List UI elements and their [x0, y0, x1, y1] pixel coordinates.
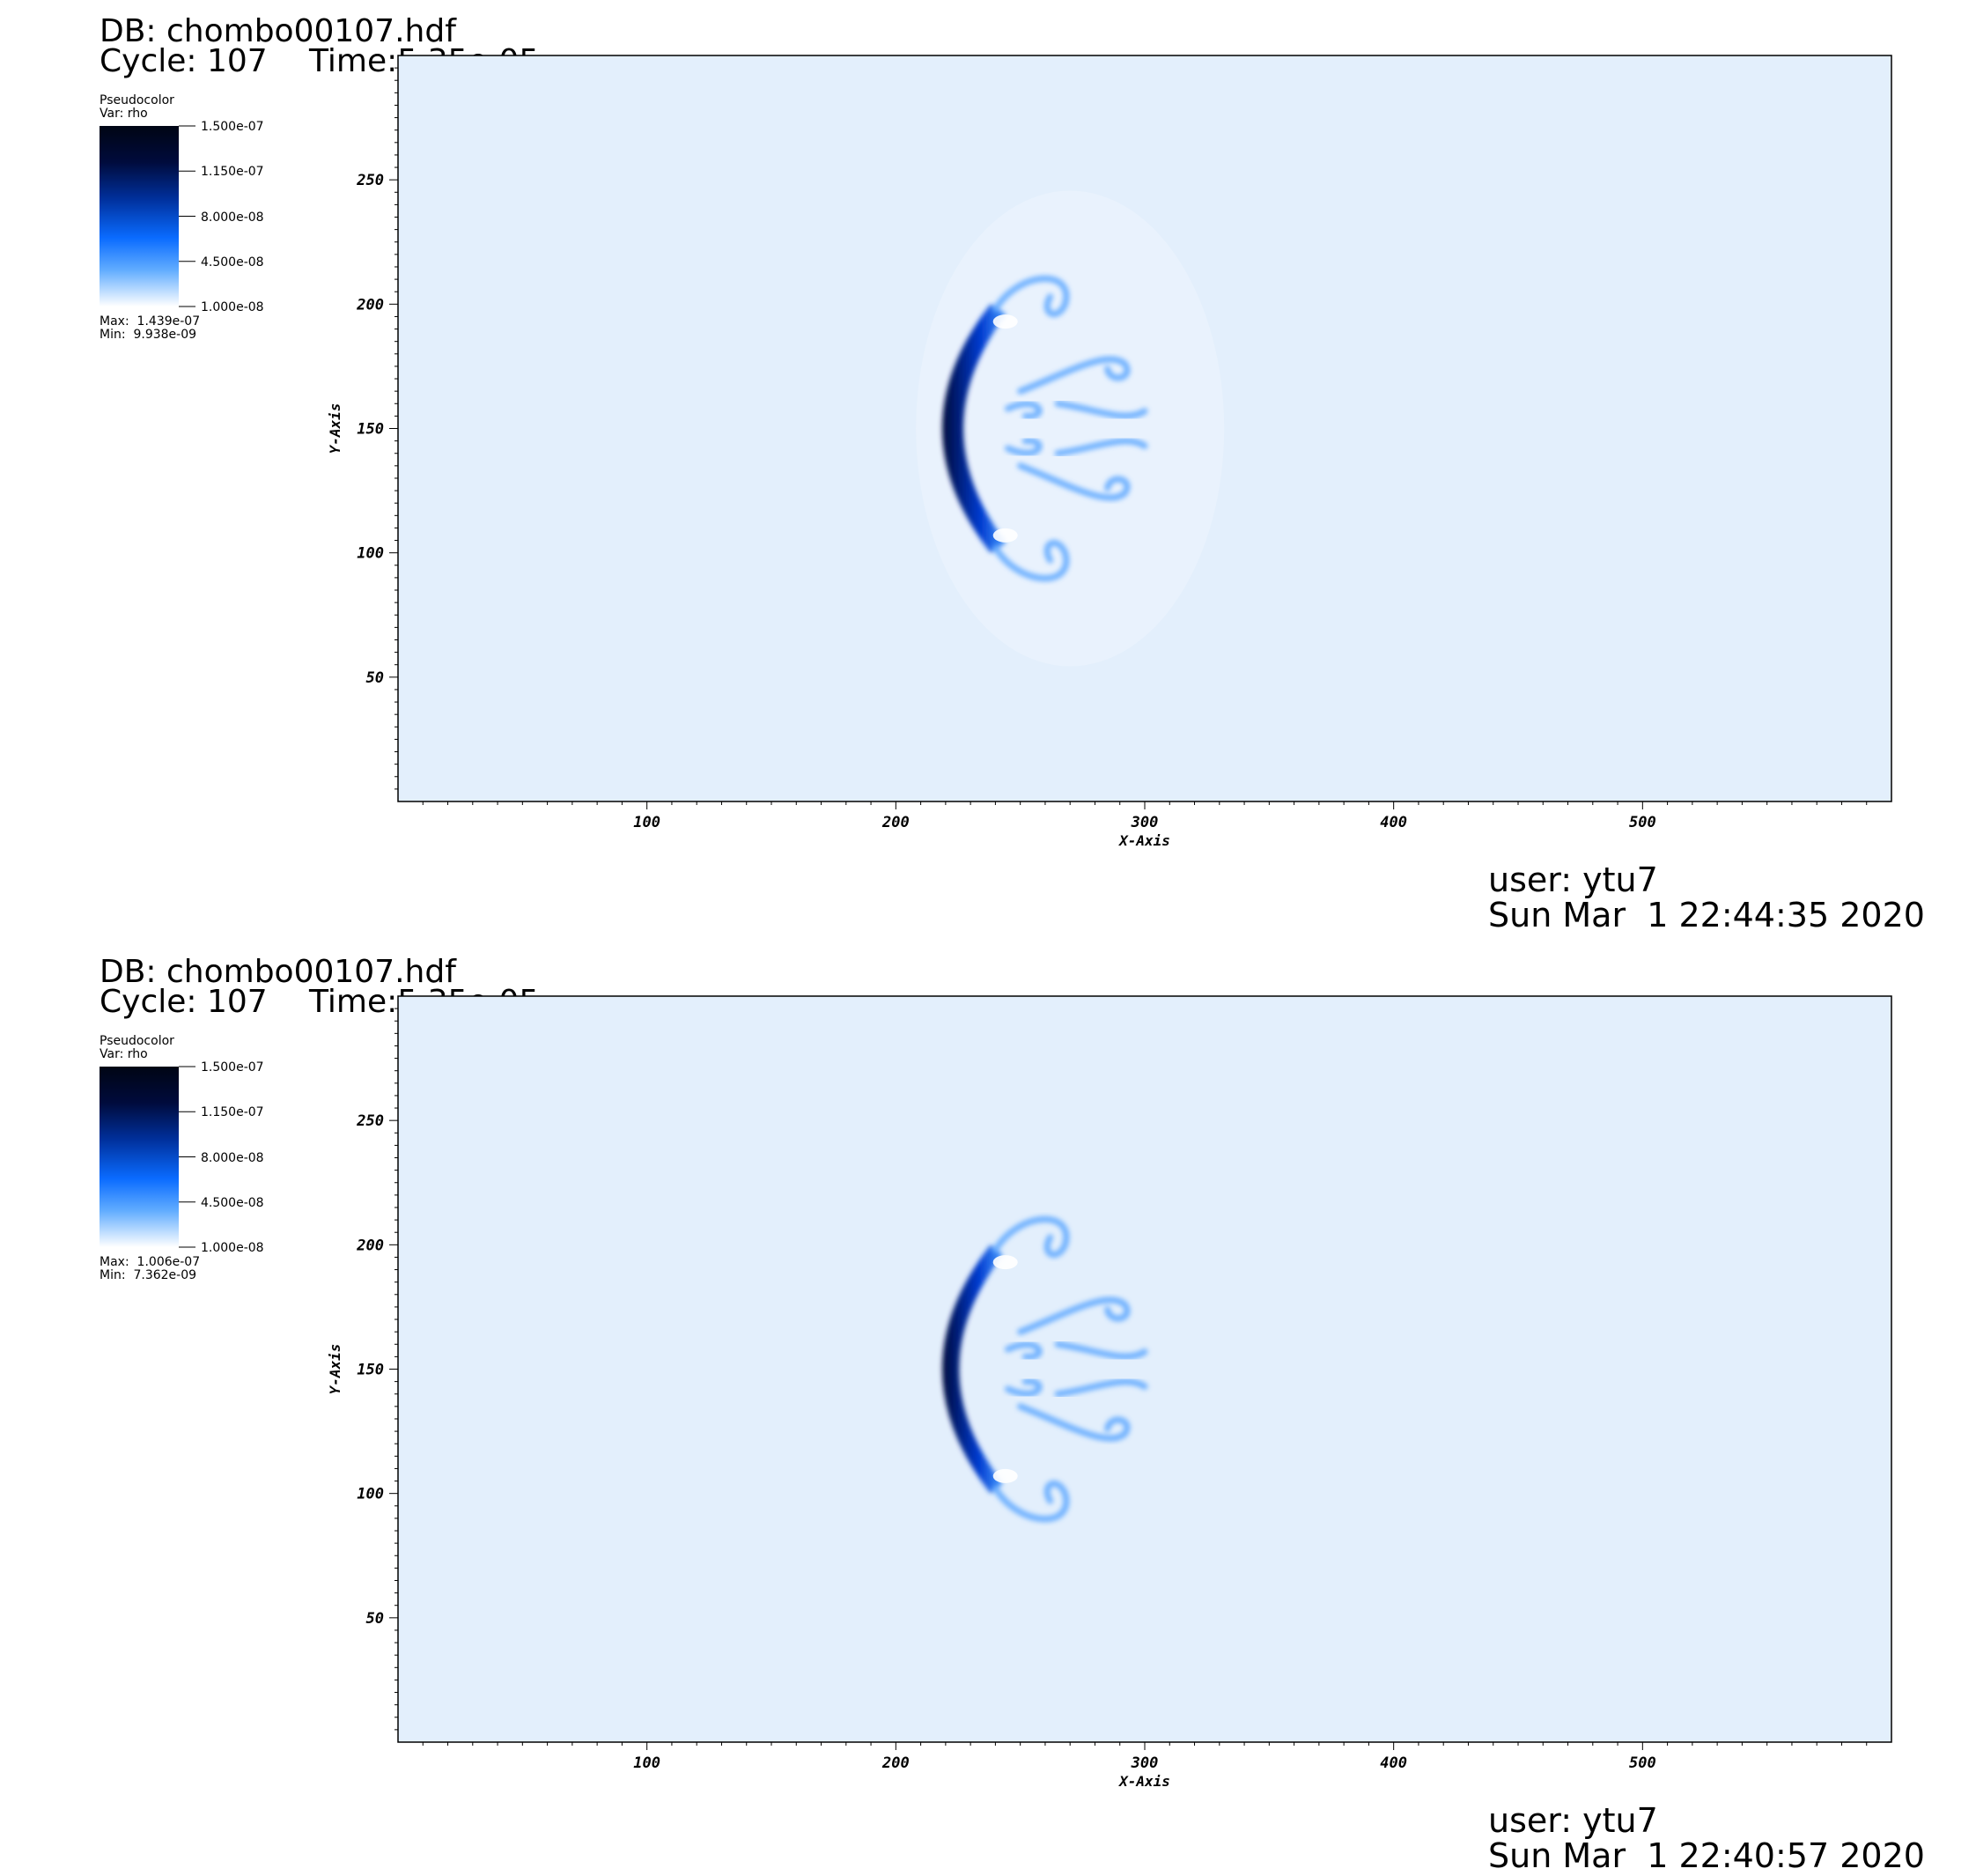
swirl-feature — [1054, 438, 1148, 457]
swirl-feature — [1005, 438, 1043, 456]
x-tick-label: 400 — [1380, 1754, 1407, 1772]
y-axis-title: Y-Axis — [327, 1344, 343, 1395]
swirl-feature — [992, 275, 1070, 317]
low-density-spot — [992, 528, 1018, 543]
swirl-feature — [1005, 1378, 1043, 1397]
cycle-label: Cycle: 107 — [100, 43, 268, 79]
swirl-feature — [1017, 356, 1131, 395]
x-tick-label: 100 — [633, 814, 660, 831]
y-tick-label: 250 — [356, 1112, 384, 1130]
density-front — [942, 1245, 1004, 1494]
db-label: DB: chombo00107.hdf — [100, 954, 456, 990]
user-label: user: ytu7 — [1488, 1801, 1658, 1840]
x-tick-label: 400 — [1380, 814, 1407, 831]
legend-tick: 1.150e-07 — [201, 165, 264, 179]
swirl-feature — [1017, 1296, 1131, 1335]
swirl-feature — [992, 1215, 1070, 1258]
low-density-spot — [992, 1468, 1018, 1483]
plot-panel-1: DB: chombo00107.hdf Cycle: 107 Time:5.35… — [0, 0, 1976, 935]
swirl-feature — [1054, 1378, 1148, 1398]
low-density-spot — [992, 314, 1018, 329]
x-tick-label: 200 — [881, 1754, 910, 1772]
swirl-feature — [1005, 401, 1043, 419]
swirl-feature — [992, 540, 1070, 582]
x-tick-label: 500 — [1629, 814, 1656, 831]
legend-plot-type: Pseudocolor — [100, 1034, 174, 1048]
x-tick-label: 500 — [1629, 1754, 1656, 1772]
db-label: DB: chombo00107.hdf — [100, 13, 456, 49]
swirl-feature — [1017, 462, 1131, 501]
field-background — [398, 996, 1891, 1742]
legend-tick: 1.150e-07 — [201, 1105, 264, 1119]
x-axis-title: X-Axis — [1117, 832, 1170, 849]
y-tick-label: 250 — [356, 172, 384, 189]
density-front — [942, 304, 1006, 553]
y-tick-label: 200 — [356, 1237, 384, 1254]
x-tick-label: 300 — [1131, 1754, 1159, 1772]
plot-panel-2: DB: chombo00107.hdf Cycle: 107 Time:5.35… — [0, 941, 1976, 1876]
legend-tick: 1.500e-07 — [201, 1060, 264, 1075]
x-tick-label: 300 — [1131, 814, 1159, 831]
y-tick-label: 100 — [357, 545, 384, 563]
legend-tick: 1.000e-08 — [201, 1241, 264, 1255]
legend-min: Min: 7.362e-09 — [100, 1268, 197, 1282]
legend-var: Var: rho — [100, 107, 148, 121]
legend-max: Max: 1.006e-07 — [100, 1255, 201, 1269]
user-label: user: ytu7 — [1488, 860, 1658, 899]
y-tick-label: 200 — [356, 296, 384, 314]
x-axis-title: X-Axis — [1117, 1773, 1170, 1790]
legend-var: Var: rho — [100, 1047, 148, 1061]
colorbar — [100, 1067, 179, 1247]
swirl-feature — [992, 1481, 1070, 1523]
low-density-spot — [992, 1255, 1018, 1270]
swirl-feature — [1005, 1341, 1043, 1360]
legend-plot-type: Pseudocolor — [100, 93, 174, 107]
y-tick-label: 150 — [357, 421, 384, 439]
swirl-feature — [1017, 1403, 1131, 1442]
legend-tick: 4.500e-08 — [201, 1196, 264, 1210]
plot-area: 100 200 300 400 500 50 100 150 200 250 X-Axis Y-Axi… — [179, 995, 1892, 1790]
legend-max: Max: 1.439e-07 — [100, 314, 201, 329]
legend-tick: 4.500e-08 — [201, 255, 264, 270]
legend-min: Min: 9.938e-09 — [100, 328, 197, 342]
x-tick-label: 100 — [633, 1754, 660, 1772]
legend-tick: 8.000e-08 — [201, 1151, 264, 1165]
swirl-feature — [1054, 1341, 1148, 1360]
legend-tick: 1.500e-07 — [201, 120, 264, 134]
y-tick-label: 50 — [366, 1610, 384, 1628]
date-label: Sun Mar 1 22:40:57 2020 — [1488, 1836, 1925, 1875]
swirl-feature — [1054, 400, 1148, 419]
date-label: Sun Mar 1 22:44:35 2020 — [1488, 896, 1925, 934]
cycle-label: Cycle: 107 — [100, 984, 268, 1020]
legend-tick: 1.000e-08 — [201, 300, 264, 314]
plot-area: 100 200 300 400 500 50 100 150 200 250 X-Axis Y-Axi… — [179, 55, 1892, 849]
y-tick-label: 150 — [357, 1362, 384, 1379]
colorbar — [100, 126, 179, 307]
y-axis-title: Y-Axis — [327, 403, 343, 454]
legend-tick: 8.000e-08 — [201, 210, 264, 225]
y-tick-label: 50 — [366, 669, 384, 687]
y-tick-label: 100 — [357, 1486, 384, 1503]
x-tick-label: 200 — [881, 814, 910, 831]
